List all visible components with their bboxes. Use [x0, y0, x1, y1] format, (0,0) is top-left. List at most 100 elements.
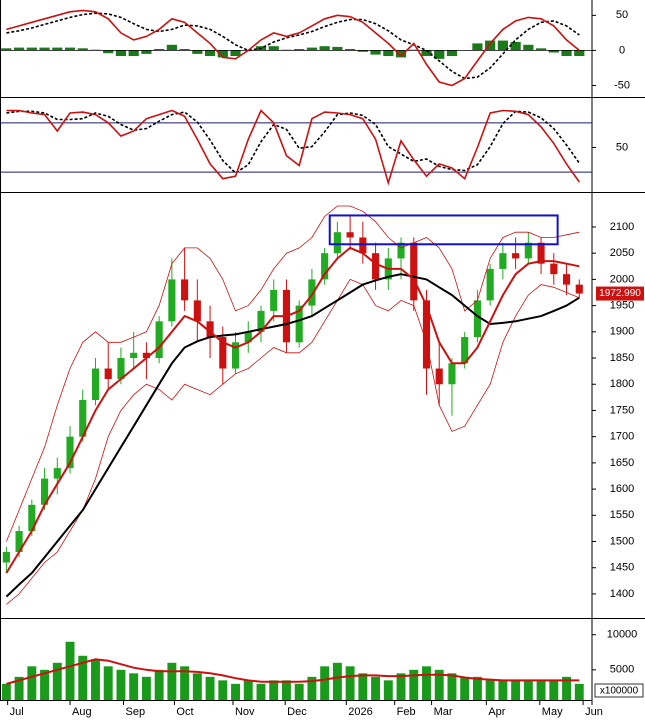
y-tick-label: 1600: [610, 483, 634, 495]
histogram-bar: [535, 48, 547, 51]
candle-body: [333, 232, 341, 254]
series-line: [6, 109, 580, 186]
candle-body: [53, 468, 61, 479]
volume-bar: [549, 680, 559, 700]
histogram-bar: [179, 49, 190, 51]
volume-bar: [371, 676, 381, 700]
histogram-bar: [230, 50, 241, 57]
y-tick-label: 50: [616, 141, 628, 153]
series-line: [6, 658, 580, 685]
histogram-bar: [141, 50, 152, 54]
series-line: [6, 9, 580, 87]
histogram-bar: [421, 50, 432, 57]
candle-body: [562, 274, 571, 285]
y-tick-label: 1400: [610, 588, 634, 600]
volume-bar: [91, 659, 100, 700]
histogram-bar: [192, 50, 203, 54]
x-tick-label: Oct: [176, 706, 193, 718]
histogram-bar: [472, 43, 483, 51]
volume-bar: [52, 662, 62, 700]
histogram-bar: [204, 50, 216, 57]
y-tick-label: 50: [616, 9, 628, 21]
candle-body: [537, 242, 545, 264]
volume-bar: [358, 673, 368, 700]
volume-bar: [141, 676, 151, 700]
y-tick-label: 1450: [610, 562, 634, 574]
volume-bar: [281, 680, 291, 700]
volume-bar: [103, 666, 113, 700]
volume-bar: [485, 680, 495, 700]
volume-bar: [332, 662, 342, 700]
series-line: [6, 110, 580, 174]
candle-body: [244, 331, 252, 343]
y-tick-label: 1700: [610, 431, 634, 443]
candle-body: [117, 358, 125, 380]
y-tick-label: 1550: [610, 509, 634, 521]
histogram-bar: [446, 50, 458, 57]
histogram-bar: [434, 50, 445, 59]
volume-bar: [472, 676, 482, 700]
annotation-box: [328, 214, 559, 246]
unit-label: x100000: [600, 686, 639, 697]
y-tick-label: 1900: [610, 326, 634, 338]
x-tick-label: Nov: [235, 706, 255, 718]
x-tick-label: May: [542, 706, 563, 718]
volume-bar: [218, 680, 228, 700]
volume-bar: [498, 680, 508, 700]
histogram-bar: [154, 49, 165, 51]
histogram-bar: [52, 47, 63, 51]
candle-body: [181, 279, 189, 301]
volume-bar: [180, 666, 190, 700]
y-tick-label: 1950: [610, 300, 634, 312]
volume-bar: [192, 673, 202, 700]
volume-bar: [269, 680, 279, 700]
histogram-bar: [128, 50, 139, 57]
candle-body: [91, 368, 100, 400]
histogram-bar: [26, 47, 37, 51]
candle-body: [422, 300, 431, 369]
x-tick-label: Mar: [434, 706, 453, 718]
volume-bar: [447, 673, 457, 700]
volume-bar: [256, 683, 266, 700]
y-tick-label: -50: [614, 79, 630, 91]
volume-bar: [396, 673, 406, 700]
y-tick-label: 10000: [607, 629, 638, 641]
histogram-bar: [574, 50, 585, 57]
candle-body: [359, 237, 367, 254]
volume-bar: [65, 641, 75, 700]
candle-body: [28, 504, 36, 532]
y-tick-label: 2000: [610, 273, 634, 285]
histogram-bar: [217, 50, 228, 58]
histogram-bar: [115, 50, 127, 57]
volume-bar: [78, 655, 88, 700]
histogram-bar: [497, 40, 508, 51]
y-tick-label: 1500: [610, 535, 634, 547]
candle-body: [321, 253, 329, 280]
x-tick-label: Aug: [72, 706, 92, 718]
candle-body: [168, 279, 176, 322]
volume-bar: [116, 669, 126, 700]
candle-body: [15, 531, 23, 552]
volume-bar: [307, 676, 317, 700]
y-tick-label: 5000: [610, 664, 634, 676]
histogram-bar: [268, 46, 279, 51]
histogram-bar: [523, 44, 534, 51]
volume-bar: [129, 673, 139, 700]
y-tick-label: 1800: [610, 378, 634, 390]
candle-body: [104, 368, 112, 380]
candle-body: [486, 268, 494, 301]
volume-bar: [294, 683, 304, 700]
candle-body: [550, 263, 558, 275]
candle-body: [575, 284, 583, 294]
candle-body: [372, 253, 380, 280]
volume-bar: [27, 666, 37, 700]
candle-body: [219, 337, 227, 369]
histogram-bar: [77, 48, 88, 51]
volume-bar: [205, 676, 215, 700]
candle-body: [2, 551, 10, 563]
volume-bar: [409, 669, 419, 700]
series-line: [6, 278, 580, 605]
candle-body: [270, 289, 278, 311]
histogram-bar: [14, 47, 25, 51]
